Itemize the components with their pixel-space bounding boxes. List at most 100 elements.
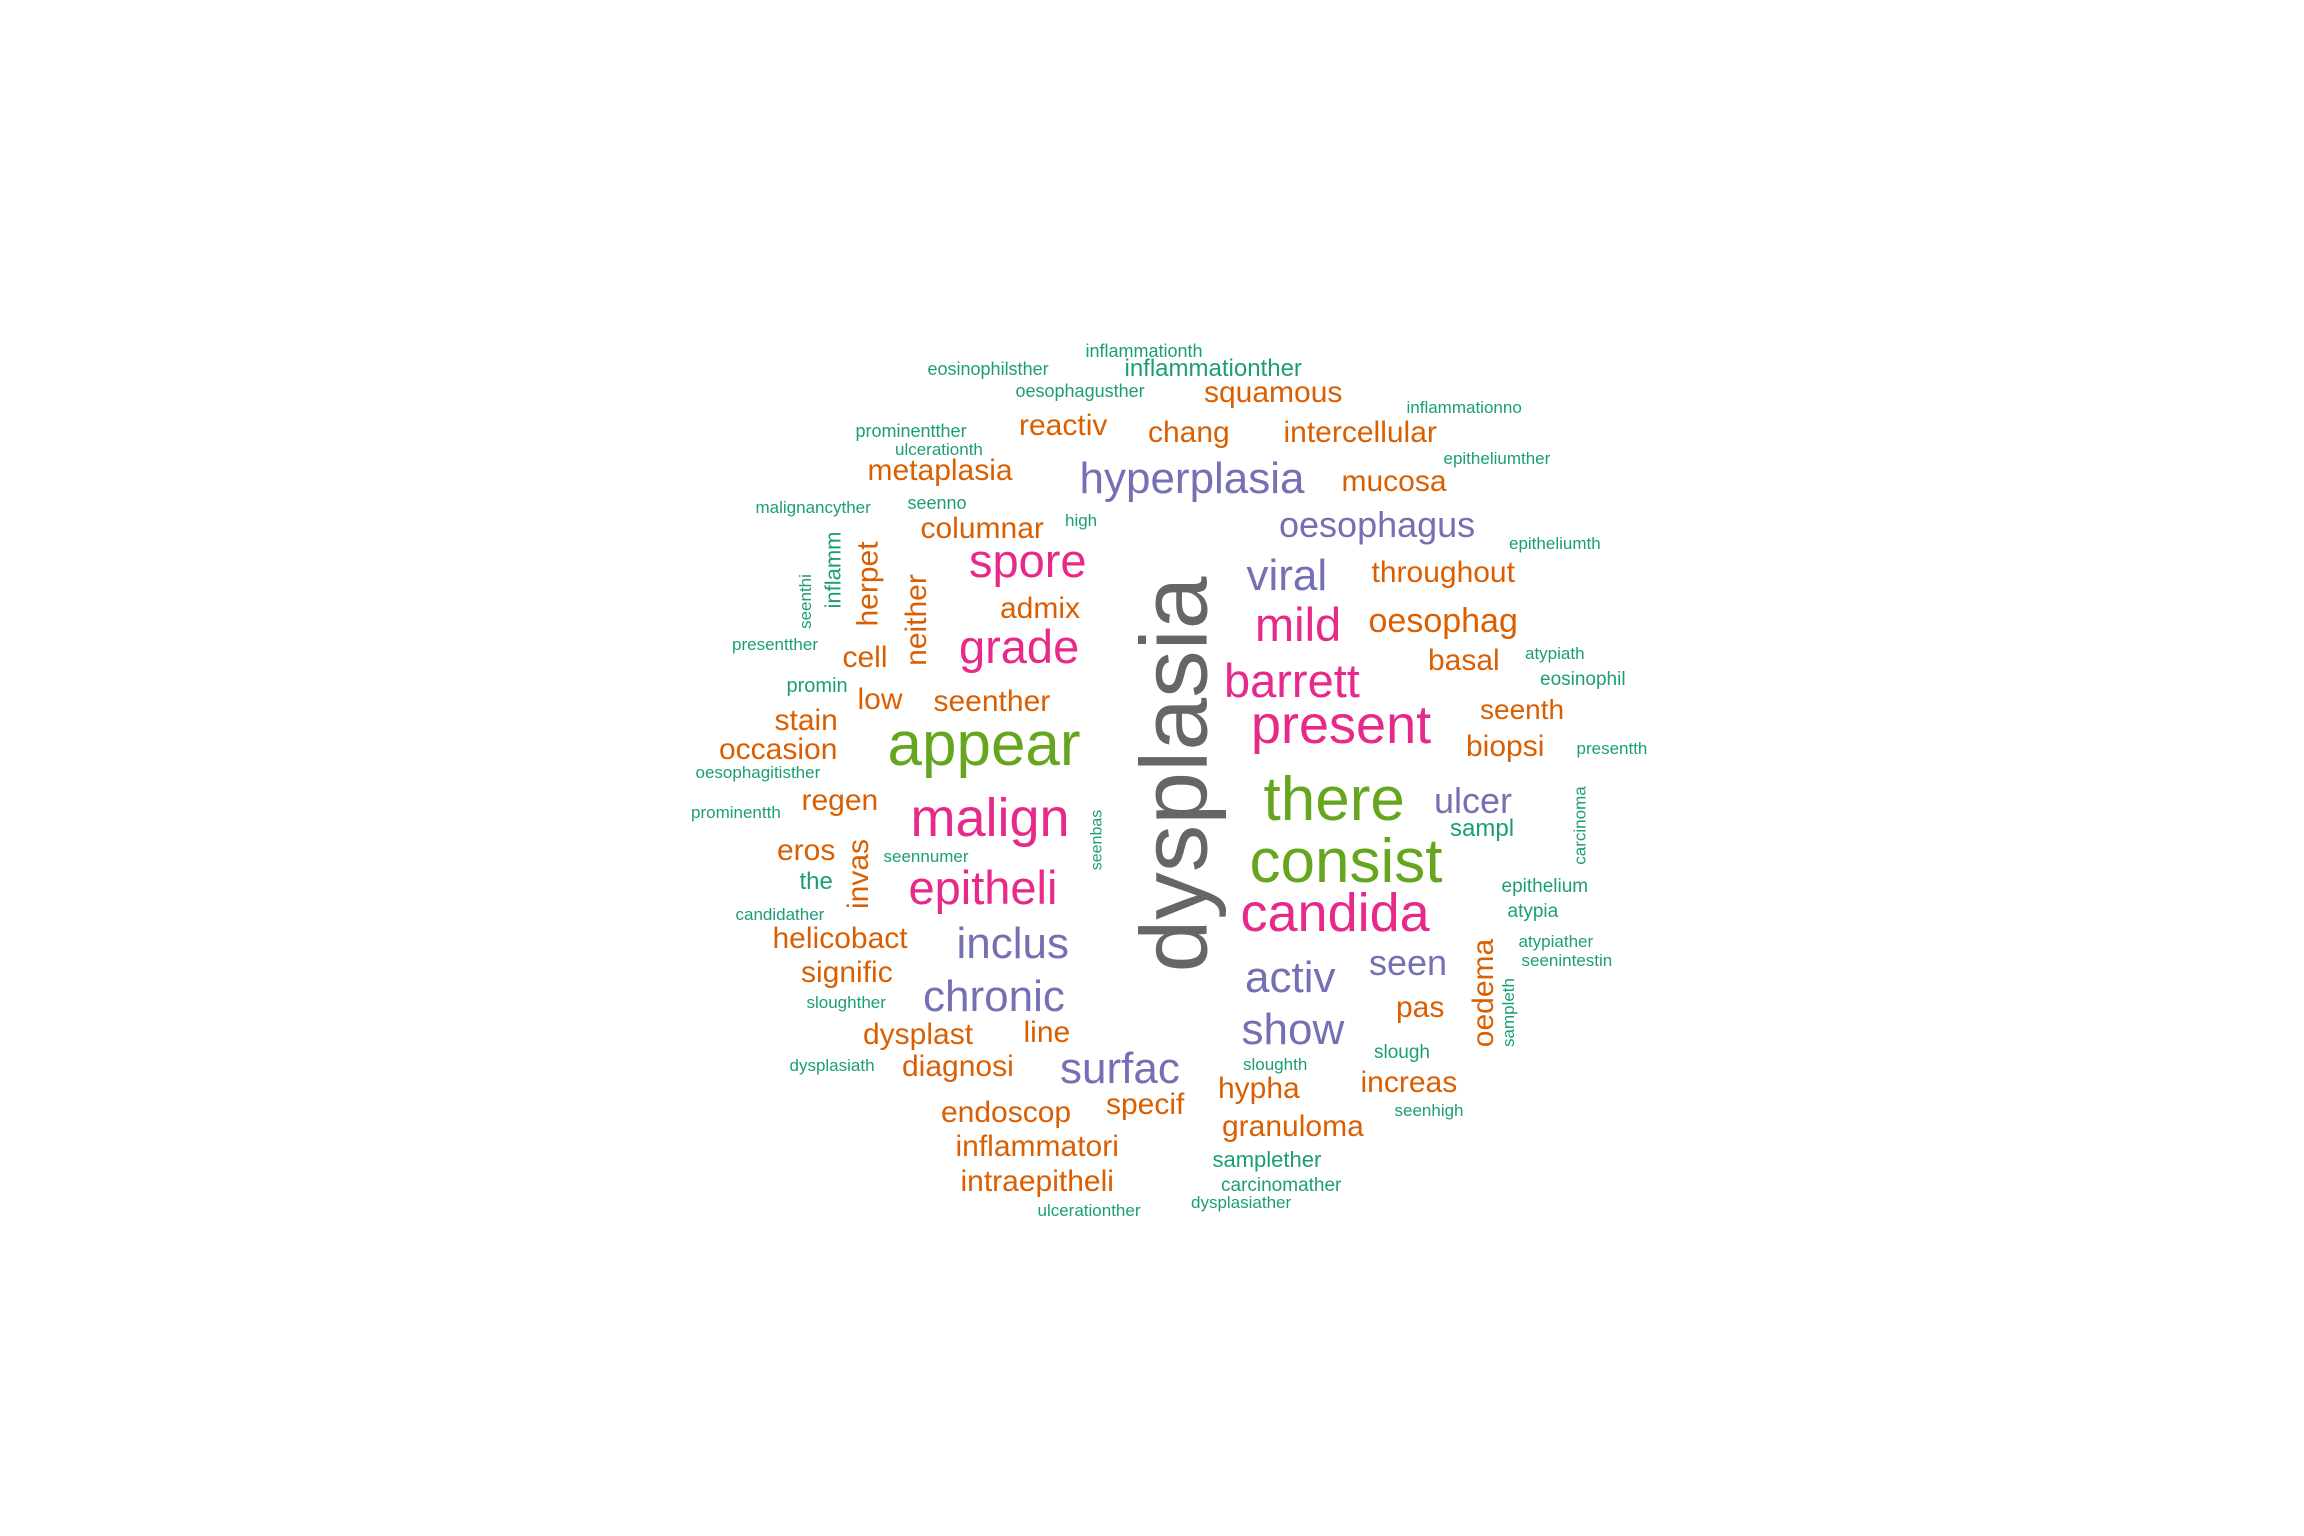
cloud-word: presentth: [1576, 738, 1648, 758]
cloud-word: ulcerationther: [1037, 1200, 1141, 1220]
cloud-word: surfac: [1060, 1044, 1180, 1093]
cloud-word: atypiather: [1518, 931, 1594, 951]
cloud-word: diagnosi: [902, 1050, 1014, 1083]
cloud-word: inflammationth: [1085, 341, 1203, 361]
cloud-word: increas: [1360, 1066, 1458, 1099]
cloud-word: squamous: [1204, 376, 1343, 409]
cloud-word: promin: [786, 675, 848, 697]
cloud-word: malignancyther: [755, 497, 871, 517]
cloud-word: the: [799, 868, 833, 895]
cloud-word: neither: [899, 574, 933, 666]
cloud-word: eosinophilsther: [927, 359, 1049, 379]
cloud-word: line: [1023, 1016, 1071, 1049]
cloud-word: oesophag: [1368, 602, 1518, 640]
cloud-word: cell: [842, 641, 888, 674]
cloud-word: present: [1251, 695, 1432, 755]
cloud-word: throughout: [1371, 556, 1515, 589]
cloud-word: hypha: [1218, 1072, 1300, 1105]
cloud-word: occasion: [719, 733, 838, 766]
cloud-word: metaplasia: [867, 454, 1013, 487]
cloud-word: inflammationther: [1124, 355, 1302, 382]
cloud-word: chang: [1148, 416, 1230, 449]
cloud-word: inclus: [956, 919, 1070, 968]
cloud-word: epitheliumther: [1443, 448, 1551, 468]
cloud-word: ulcerationth: [895, 439, 983, 459]
cloud-word: seenintestin: [1521, 950, 1613, 970]
cloud-word: eosinophil: [1540, 668, 1626, 690]
cloud-word: epitheliumth: [1509, 533, 1601, 553]
cloud-word: atypia: [1507, 900, 1559, 922]
cloud-word: presentther: [732, 634, 818, 654]
cloud-word: reactiv: [1019, 409, 1108, 442]
cloud-word: seennumer: [883, 846, 969, 866]
cloud-word: seenther: [933, 685, 1051, 718]
cloud-word: stain: [774, 704, 838, 737]
cloud-word: regen: [801, 784, 879, 817]
cloud-word: intraepitheli: [960, 1165, 1114, 1198]
cloud-word: mucosa: [1341, 465, 1447, 498]
cloud-word: admix: [1000, 592, 1081, 625]
cloud-word: sampleth: [1498, 977, 1518, 1047]
cloud-word: atypiath: [1525, 643, 1585, 663]
cloud-word: dysplasiather: [1191, 1192, 1292, 1212]
cloud-word: viral: [1246, 551, 1328, 600]
cloud-word: dysplasiath: [789, 1055, 875, 1075]
cloud-word: seen: [1369, 942, 1448, 983]
cloud-word: seenbas: [1087, 809, 1105, 871]
cloud-word: specif: [1106, 1088, 1185, 1121]
cloud-word: carcinoma: [1570, 785, 1590, 865]
cloud-word: hyperplasia: [1079, 454, 1305, 503]
cloud-word: signific: [801, 956, 893, 989]
cloud-word: carcinomather: [1221, 1174, 1342, 1196]
cloud-word: slough: [1374, 1041, 1430, 1063]
cloud-word: candidather: [735, 904, 825, 924]
cloud-word: prominentther: [855, 421, 967, 441]
cloud-word: candida: [1240, 883, 1430, 943]
cloud-word: oesophagitisther: [695, 762, 821, 782]
cloud-word: spore: [969, 533, 1087, 587]
cloud-word: intercellular: [1283, 416, 1437, 449]
cloud-word: epitheli: [908, 860, 1058, 914]
cloud-word: low: [857, 683, 903, 716]
cloud-word: eros: [777, 834, 836, 867]
cloud-word: chronic: [923, 972, 1065, 1021]
cloud-word: basal: [1428, 644, 1500, 677]
cloud-word: sampl: [1450, 815, 1515, 842]
cloud-word: inflammatori: [955, 1130, 1119, 1163]
cloud-word: invas: [842, 838, 876, 910]
cloud-word: seenth: [1480, 694, 1565, 725]
cloud-word: inflamm: [820, 531, 846, 609]
cloud-word: oesophagus: [1279, 504, 1476, 545]
cloud-word: oesophagusther: [1015, 381, 1145, 401]
cloud-word: pas: [1396, 991, 1445, 1024]
cloud-word: columnar: [920, 512, 1044, 545]
cloud-word: helicobact: [772, 922, 908, 955]
cloud-word: prominentth: [691, 802, 781, 822]
cloud-word: oedema: [1467, 938, 1501, 1048]
cloud-word: seenhigh: [1394, 1100, 1464, 1120]
cloud-word: grade: [959, 619, 1080, 673]
cloud-word: high: [1065, 510, 1098, 530]
cloud-word: samplether: [1212, 1147, 1322, 1172]
cloud-word: barrett: [1224, 653, 1360, 707]
cloud-word: endoscop: [941, 1096, 1072, 1129]
cloud-word: there: [1263, 765, 1405, 834]
cloud-word: seenthi: [795, 573, 815, 629]
cloud-word: herpet: [851, 541, 885, 627]
cloud-word: dysplasia: [1121, 575, 1228, 973]
cloud-word: appear: [887, 710, 1081, 779]
cloud-word: seenno: [907, 493, 967, 513]
cloud-word: sloughth: [1243, 1054, 1308, 1074]
cloud-word: activ: [1245, 953, 1336, 1002]
cloud-word: show: [1241, 1005, 1345, 1054]
cloud-word: dysplast: [863, 1018, 974, 1051]
cloud-word: sloughther: [806, 992, 886, 1012]
cloud-word: epithelium: [1501, 875, 1589, 897]
cloud-word: consist: [1249, 827, 1443, 896]
cloud-word: ulcer: [1434, 780, 1513, 821]
cloud-word: granuloma: [1222, 1110, 1364, 1143]
cloud-word: biopsi: [1466, 730, 1545, 763]
cloud-word: inflammationno: [1406, 397, 1522, 417]
cloud-word: mild: [1255, 597, 1342, 651]
